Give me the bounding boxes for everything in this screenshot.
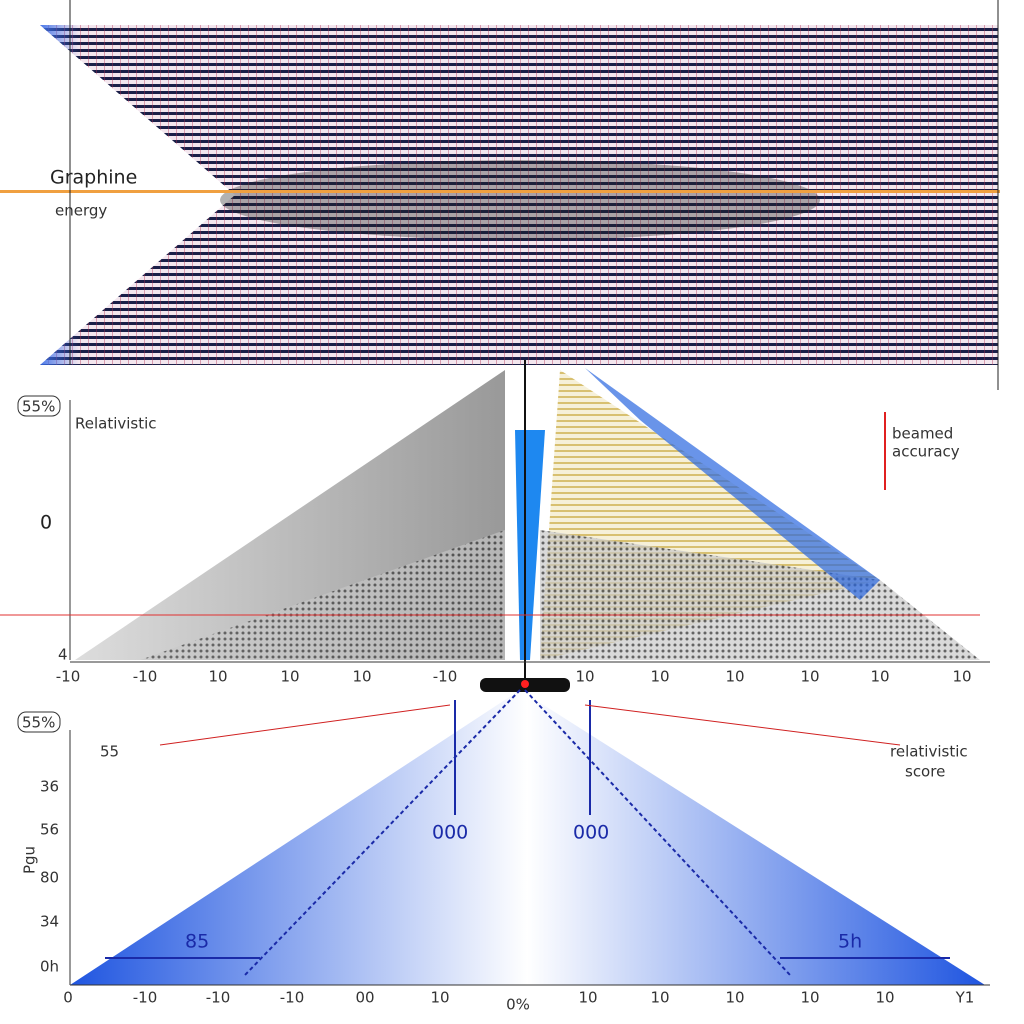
badge-text: 55% (22, 398, 55, 416)
marker: 4 (58, 646, 68, 664)
x-tick-label: 10 (352, 668, 371, 686)
center-glow (220, 160, 820, 240)
y-tick-label: 56 (40, 821, 59, 839)
stripe-fade (40, 25, 300, 365)
x-tick-label: -10 (280, 989, 305, 1007)
blue-beam (515, 430, 545, 660)
x-tick-label: 10 (650, 989, 669, 1007)
middle-panel: 55% Relativistic 0 4 beamed accuracy -10… (0, 360, 990, 686)
marker: 0 (40, 512, 52, 534)
dot-wedge (140, 530, 505, 660)
x-tick-label: 10 (430, 989, 449, 1007)
label: energy (55, 202, 107, 220)
x-tick-label: 0% (506, 996, 530, 1014)
x-tick-label: 10 (725, 668, 744, 686)
x-tick-label: 00 (355, 989, 374, 1007)
value-label: 85 (185, 931, 209, 953)
bottom-panel: 55% Pgu 85 000 000 5h relativistic score… (17, 678, 990, 1014)
red-line (159, 704, 451, 746)
y-tick-label: 80 (40, 869, 59, 887)
top-panel: Graphine energy (0, 0, 1000, 390)
x-tick-label: 10 (575, 668, 594, 686)
red-line (584, 704, 901, 746)
badge (17, 395, 61, 417)
x-tick-label: -10 (206, 989, 231, 1007)
x-tick-label: 10 (952, 668, 971, 686)
value-label: 000 (573, 822, 609, 844)
x-tick-label: Y1 (955, 989, 975, 1007)
label: Graphine (50, 167, 137, 189)
x-ticks: -10 -10 10 10 10 -10 10 10 10 10 10 10 (56, 668, 972, 686)
beam-line (0, 190, 1000, 193)
x-tick-label: 10 (800, 989, 819, 1007)
source-dot (521, 680, 529, 688)
x-tick-label: -10 (133, 989, 158, 1007)
dashed-line (244, 689, 521, 976)
y-label: Pgu (21, 846, 39, 874)
y-tick-label: 36 (40, 778, 59, 796)
y-tick-label: 0h (40, 958, 59, 976)
y-tick-label: 55 (100, 743, 119, 761)
dot-wedge (540, 530, 980, 660)
badge-text: 55% (22, 714, 55, 732)
x-tick-label: -10 (133, 668, 158, 686)
x-tick-label: 0 (63, 989, 73, 1007)
legend: relativistic (890, 743, 968, 761)
x-tick-label: 10 (870, 668, 889, 686)
x-tick-label: -10 (56, 668, 81, 686)
y-tick-label: 34 (40, 913, 59, 931)
x-tick-label: 10 (800, 668, 819, 686)
x-tick-label: -10 (433, 668, 458, 686)
x-tick-label: 10 (875, 989, 894, 1007)
value-label: 000 (432, 822, 468, 844)
blue-beam (585, 368, 880, 600)
value-label: 5h (838, 931, 862, 953)
blue-fan (70, 690, 985, 985)
annotation: beamed (892, 425, 953, 443)
x-tick-label: 10 (578, 989, 597, 1007)
dashed-line (524, 689, 791, 976)
x-tick-label: 10 (280, 668, 299, 686)
x-tick-label: 10 (208, 668, 227, 686)
x-tick-label: 10 (650, 668, 669, 686)
badge (17, 711, 61, 733)
annotation: accuracy (892, 443, 960, 461)
y-ticks: 55 36 56 80 34 0h (40, 743, 119, 976)
legend: score (905, 763, 945, 781)
x-ticks: 0 -10 -10 -10 00 10 0% 10 10 10 10 10 Y1 (63, 989, 974, 1014)
label: Relativistic (75, 415, 157, 433)
x-tick-label: 10 (725, 989, 744, 1007)
